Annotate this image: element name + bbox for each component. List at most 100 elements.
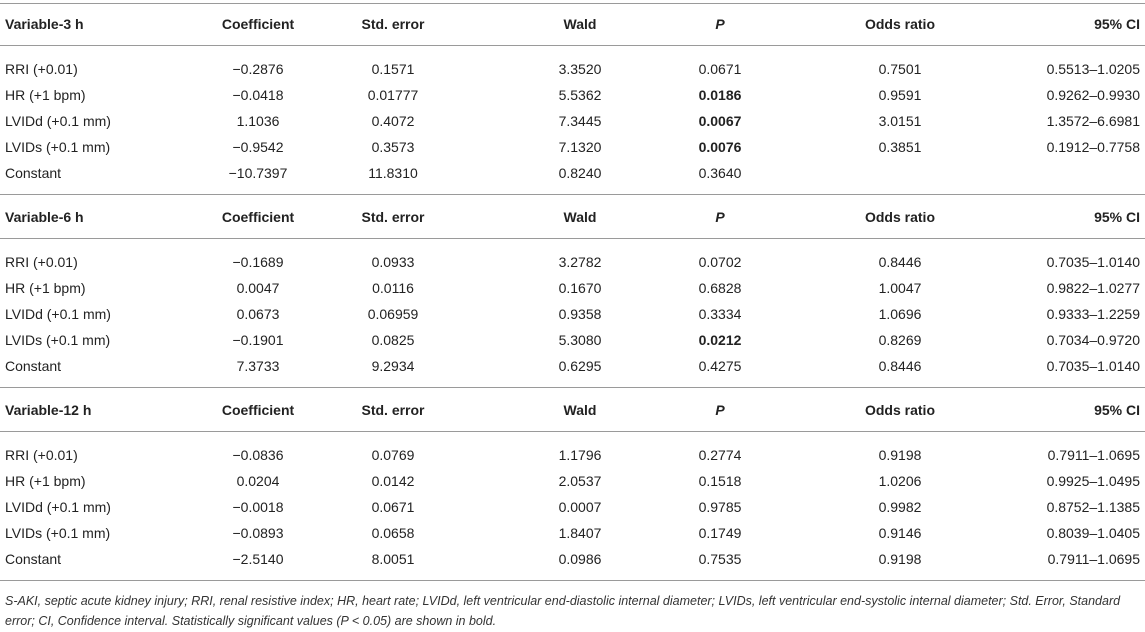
header-rule <box>0 238 1145 239</box>
column-header: 95% CI <box>1094 16 1140 32</box>
table-cell: 0.0116 <box>372 280 414 296</box>
table-cell: −0.0836 <box>232 447 284 463</box>
row-label: LVIDd (+0.1 mm) <box>5 306 111 322</box>
row-label: LVIDs (+0.1 mm) <box>5 332 111 348</box>
table-cell: 0.3851 <box>878 139 922 155</box>
table-cell: 0.6295 <box>558 358 602 374</box>
table-cell: −0.0418 <box>232 87 284 103</box>
table-cell: 0.0671 <box>698 61 742 77</box>
table-cell: 0.5513–1.0205 <box>1046 61 1140 77</box>
table-cell: 0.8446 <box>878 358 922 374</box>
table-cell: 0.4275 <box>698 358 742 374</box>
table-cell: 0.9262–0.9930 <box>1046 87 1140 103</box>
table-cell: 0.0702 <box>698 254 742 270</box>
table-cell: −0.0893 <box>232 525 284 541</box>
table-cell: −0.1901 <box>232 332 284 348</box>
column-header: Odds ratio <box>864 402 936 418</box>
table-cell: 0.7501 <box>878 61 922 77</box>
column-header: Std. error <box>361 209 425 225</box>
table-cell: 11.8310 <box>368 165 418 181</box>
table-cell: 0.9822–1.0277 <box>1046 280 1140 296</box>
table-cell: 0.0186 <box>698 87 742 103</box>
table-cell: 3.0151 <box>878 113 922 129</box>
table-cell: 0.7035–1.0140 <box>1046 254 1140 270</box>
section-rule <box>0 387 1145 388</box>
table-cell: 3.2782 <box>558 254 602 270</box>
row-label: LVIDd (+0.1 mm) <box>5 113 111 129</box>
table-cell: 1.1036 <box>236 113 280 129</box>
column-header: P <box>715 402 725 418</box>
table-cell: 0.4072 <box>371 113 415 129</box>
table-cell: 0.0986 <box>558 551 602 567</box>
table-cell: 0.06959 <box>367 306 419 322</box>
table-cell: 0.6828 <box>698 280 742 296</box>
table-cell: 0.1518 <box>698 473 742 489</box>
column-header: 95% CI <box>1094 402 1140 418</box>
table-cell: 0.7034–0.9720 <box>1046 332 1140 348</box>
table-cell: 5.3080 <box>558 332 602 348</box>
column-header: P <box>715 16 725 32</box>
table-cell: 0.8240 <box>558 165 602 181</box>
table-cell: 0.1571 <box>371 61 415 77</box>
column-header: Std. error <box>361 402 425 418</box>
table-cell: 7.3445 <box>558 113 602 129</box>
table-cell: 0.0933 <box>371 254 415 270</box>
table-cell: 0.0658 <box>371 525 415 541</box>
table-cell: 0.8039–1.0405 <box>1046 525 1140 541</box>
table-cell: 0.9198 <box>878 447 922 463</box>
table-cell: 0.0769 <box>371 447 415 463</box>
table-cell: 0.7911–1.0695 <box>1047 447 1140 463</box>
table-cell: 0.9146 <box>878 525 922 541</box>
table-cell: 5.5362 <box>558 87 602 103</box>
column-header: Odds ratio <box>864 209 936 225</box>
row-label: LVIDd (+0.1 mm) <box>5 499 111 515</box>
table-cell: 0.0673 <box>236 306 280 322</box>
table-cell: −10.7397 <box>228 165 288 181</box>
table-cell: −0.0018 <box>232 499 284 515</box>
table-cell: 0.2774 <box>698 447 742 463</box>
table-cell: 0.3573 <box>371 139 415 155</box>
table-cell: 0.8269 <box>878 332 922 348</box>
table-rule <box>0 3 1145 4</box>
header-rule <box>0 431 1145 432</box>
table-cell: 1.1796 <box>558 447 602 463</box>
row-label: RRI (+0.01) <box>5 61 78 77</box>
section-rule <box>0 580 1145 581</box>
row-label: HR (+1 bpm) <box>5 473 86 489</box>
table-cell: 0.1749 <box>698 525 742 541</box>
table-cell: −0.1689 <box>232 254 284 270</box>
column-header: Wald <box>563 402 597 418</box>
table-cell: 0.8446 <box>878 254 922 270</box>
table-cell: 0.0076 <box>698 139 742 155</box>
table-cell: 3.3520 <box>558 61 602 77</box>
table-cell: 0.8752–1.1385 <box>1046 499 1140 515</box>
row-label: HR (+1 bpm) <box>5 87 86 103</box>
row-label: LVIDs (+0.1 mm) <box>5 139 111 155</box>
table-cell: 0.9982 <box>878 499 922 515</box>
table-cell: 1.0206 <box>878 473 922 489</box>
row-label: LVIDs (+0.1 mm) <box>5 525 111 541</box>
table-cell: 0.9333–1.2259 <box>1046 306 1140 322</box>
table-cell: 0.3640 <box>698 165 742 181</box>
column-header: P <box>715 209 725 225</box>
column-header: Wald <box>563 16 597 32</box>
table-cell: 0.0212 <box>698 332 742 348</box>
table-cell: 0.9591 <box>878 87 922 103</box>
row-label: RRI (+0.01) <box>5 447 78 463</box>
table-cell: 9.2934 <box>371 358 415 374</box>
column-header: Wald <box>563 209 597 225</box>
row-label: Constant <box>5 165 62 181</box>
table-cell: 0.1912–0.7758 <box>1046 139 1140 155</box>
section-rule <box>0 194 1145 195</box>
table-cell: 0.0067 <box>698 113 742 129</box>
column-header: Variable-3 h <box>5 16 84 32</box>
row-label: HR (+1 bpm) <box>5 280 86 296</box>
table-cell: 1.0047 <box>878 280 922 296</box>
row-label: Constant <box>5 358 62 374</box>
table-cell: −2.5140 <box>232 551 284 567</box>
column-header: Variable-6 h <box>5 209 84 225</box>
table-cell: 8.0051 <box>371 551 415 567</box>
table-cell: −0.2876 <box>232 61 284 77</box>
table-cell: 0.0007 <box>558 499 602 515</box>
table-cell: −0.9542 <box>232 139 284 155</box>
